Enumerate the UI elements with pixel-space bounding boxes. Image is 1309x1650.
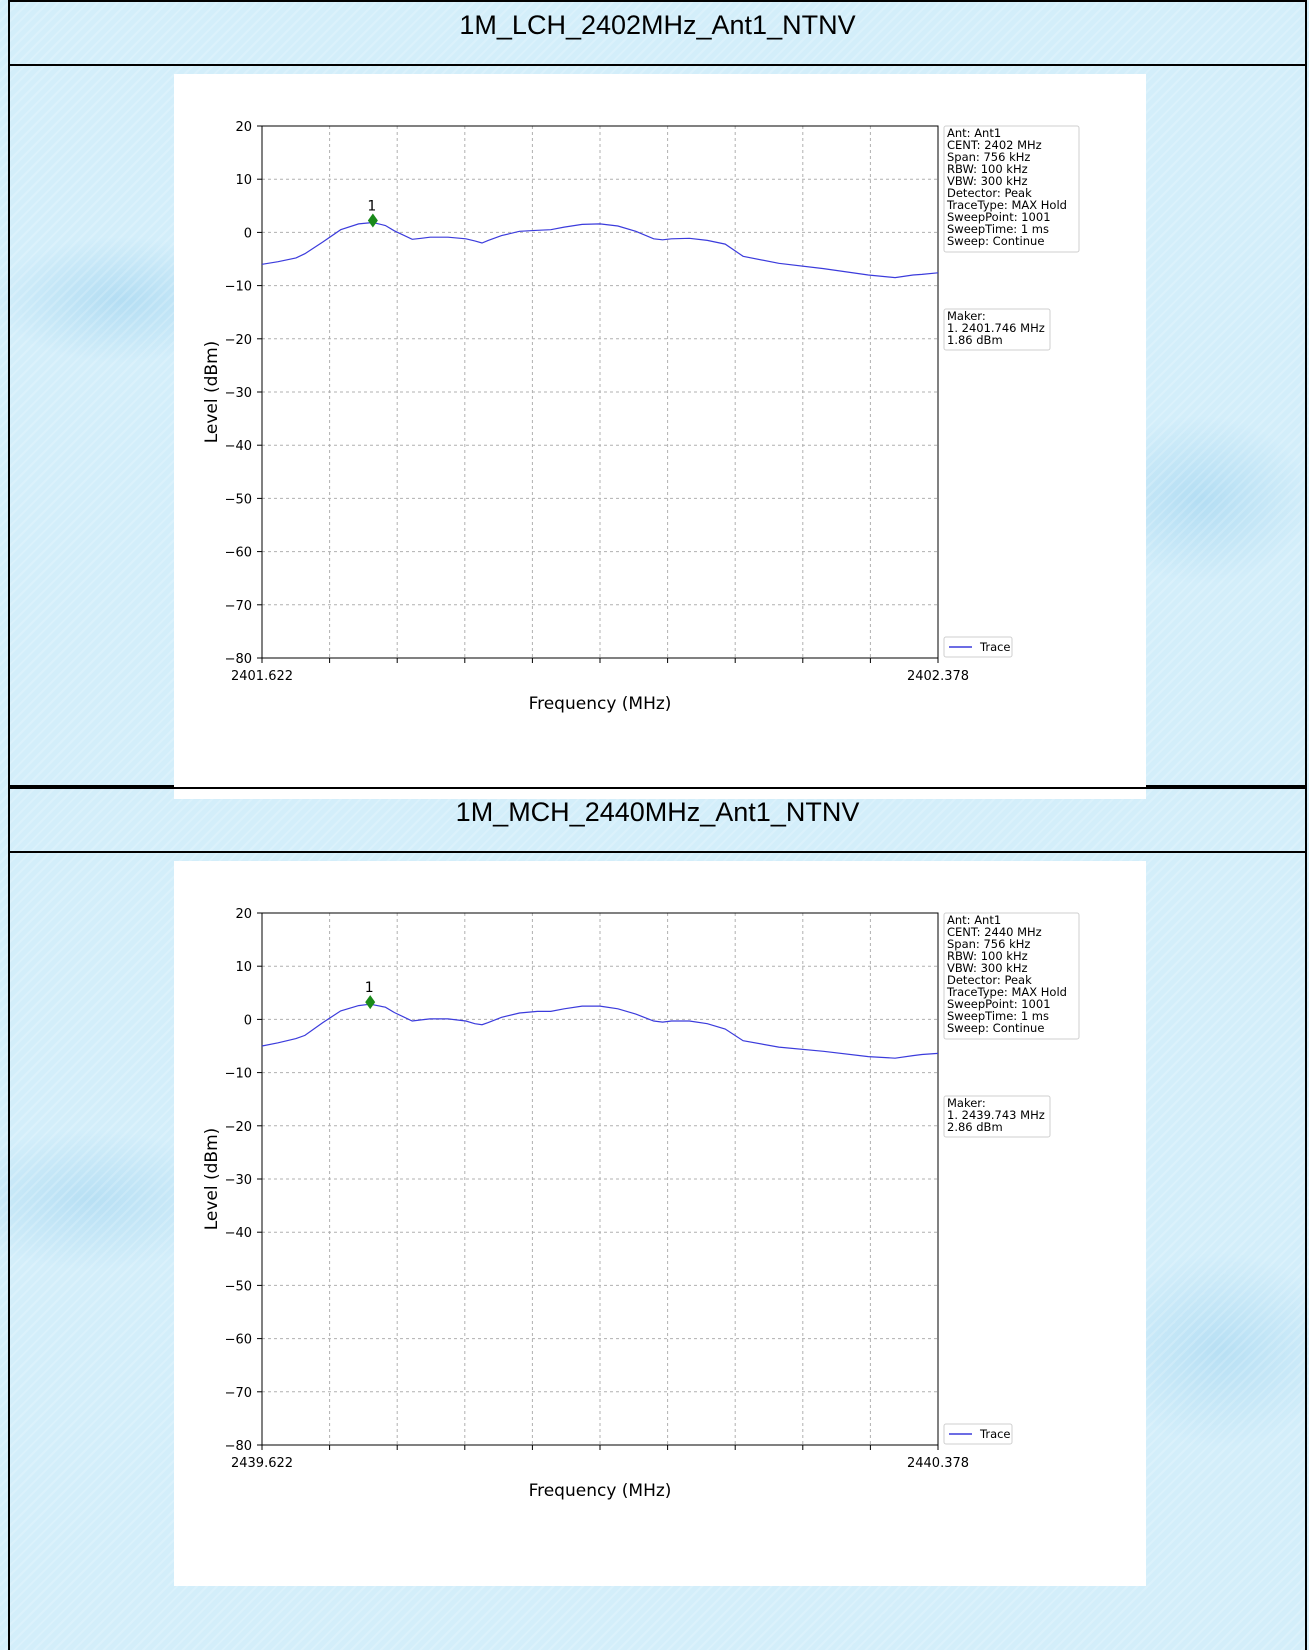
info-line: TraceType: MAX Hold <box>946 985 1067 999</box>
legend-box <box>943 1423 1013 1445</box>
y-tick-label: −80 <box>225 1439 252 1454</box>
marker-label: 1 <box>365 980 374 996</box>
maker-line: Maker: <box>947 309 986 323</box>
plot-frame <box>261 125 939 659</box>
info-line: TraceType: MAX Hold <box>946 198 1067 212</box>
x-axis-label: Frequency (MHz) <box>529 694 672 714</box>
y-tick-label: −40 <box>225 439 252 454</box>
info-line: Ant: Ant1 <box>947 913 1001 927</box>
info-line: CENT: 2440 MHz <box>947 925 1042 939</box>
x-axis-label: Frequency (MHz) <box>529 1481 672 1501</box>
maker-line: 1.86 dBm <box>947 333 1003 347</box>
y-tick-label: −70 <box>225 1386 252 1401</box>
info-line: RBW: 100 kHz <box>947 162 1028 176</box>
y-tick-label: −60 <box>225 1333 252 1348</box>
y-tick-label: −50 <box>225 1279 252 1294</box>
trace-line <box>261 221 939 279</box>
y-tick-label: 10 <box>235 173 252 188</box>
maker-box <box>943 308 1051 351</box>
y-tick-label: 0 <box>244 1013 252 1028</box>
maker-line: 1. 2401.746 MHz <box>947 321 1045 335</box>
y-tick-label: −10 <box>225 280 252 295</box>
info-box <box>943 912 1080 1040</box>
y-tick-label: −20 <box>225 1120 252 1135</box>
y-tick-label: 20 <box>235 120 252 135</box>
info-line: Ant: Ant1 <box>947 126 1001 140</box>
marker-label: 1 <box>367 199 376 215</box>
x-tick-label: 2439.622 <box>231 1456 293 1471</box>
y-tick-label: −60 <box>225 546 252 561</box>
y-axis-label: Level (dBm) <box>202 341 222 444</box>
maker-line: Maker: <box>947 1096 986 1110</box>
plot-frame <box>261 912 939 1446</box>
peak-marker <box>367 213 378 228</box>
info-line: SweepTime: 1 ms <box>947 1009 1049 1023</box>
chart-panel-lch: 1M_LCH_2402MHz_Ant1_NTNV 20 10 0 −10 −20 −30 −… <box>8 0 1307 799</box>
info-line: CENT: 2402 MHz <box>947 138 1042 152</box>
x-tick-label: 2401.622 <box>231 669 293 684</box>
plot-card: 20 10 0 −10 −20 −30 −40 −50 −60 −70 −80 2401.622 240… <box>174 74 1146 799</box>
y-tick-label: −30 <box>225 386 252 401</box>
plot-card: 20 10 0 −10 −20 −30 −40 −50 −60 −70 −80 2439.622 244… <box>174 861 1146 1586</box>
info-line: SweepPoint: 1001 <box>947 210 1051 224</box>
maker-line: 1. 2439.743 MHz <box>947 1108 1045 1122</box>
legend-box <box>943 636 1013 658</box>
peak-marker <box>365 995 376 1010</box>
info-line: Sweep: Continue <box>947 1021 1044 1035</box>
maker-line: 2.86 dBm <box>947 1120 1003 1134</box>
y-tick-label: −70 <box>225 599 252 614</box>
y-tick-label: −80 <box>225 652 252 667</box>
info-box <box>943 125 1080 253</box>
info-line: RBW: 100 kHz <box>947 949 1028 963</box>
spectrum-chart: 20 10 0 −10 −20 −30 −40 −50 −60 −70 −80 2439.622 244… <box>202 907 1080 1501</box>
legend-label: Trace <box>979 1427 1011 1441</box>
legend-label: Trace <box>979 640 1011 654</box>
info-line: VBW: 300 kHz <box>947 961 1028 975</box>
y-tick-label: 0 <box>244 226 252 241</box>
y-tick-label: −20 <box>225 333 252 348</box>
spectrum-chart: 20 10 0 −10 −20 −30 −40 −50 −60 −70 −80 2401.622 240… <box>202 120 1080 714</box>
x-tick-label: 2402.378 <box>907 669 969 684</box>
maker-box <box>943 1095 1051 1138</box>
chart-panel-mch: 1M_MCH_2440MHz_Ant1_NTNV 20 10 0 −10 −20 −30 −… <box>8 787 1307 1650</box>
info-line: VBW: 300 kHz <box>947 174 1028 188</box>
info-line: Sweep: Continue <box>947 234 1044 248</box>
y-tick-label: −30 <box>225 1173 252 1188</box>
panel-title: 1M_MCH_2440MHz_Ant1_NTNV <box>10 789 1305 853</box>
x-tick-label: 2440.378 <box>907 1456 969 1471</box>
y-tick-label: −40 <box>225 1226 252 1241</box>
info-line: SweepTime: 1 ms <box>947 222 1049 236</box>
y-tick-label: 20 <box>235 907 252 922</box>
info-line: SweepPoint: 1001 <box>947 997 1051 1011</box>
info-line: Span: 756 kHz <box>947 937 1030 951</box>
info-line: Span: 756 kHz <box>947 150 1030 164</box>
info-line: Detector: Peak <box>947 186 1032 200</box>
trace-line <box>261 1003 939 1059</box>
y-tick-label: 10 <box>235 960 252 975</box>
panel-title: 1M_LCH_2402MHz_Ant1_NTNV <box>10 2 1305 66</box>
y-tick-label: −10 <box>225 1067 252 1082</box>
y-axis-label: Level (dBm) <box>202 1128 222 1231</box>
info-line: Detector: Peak <box>947 973 1032 987</box>
y-tick-label: −50 <box>225 492 252 507</box>
